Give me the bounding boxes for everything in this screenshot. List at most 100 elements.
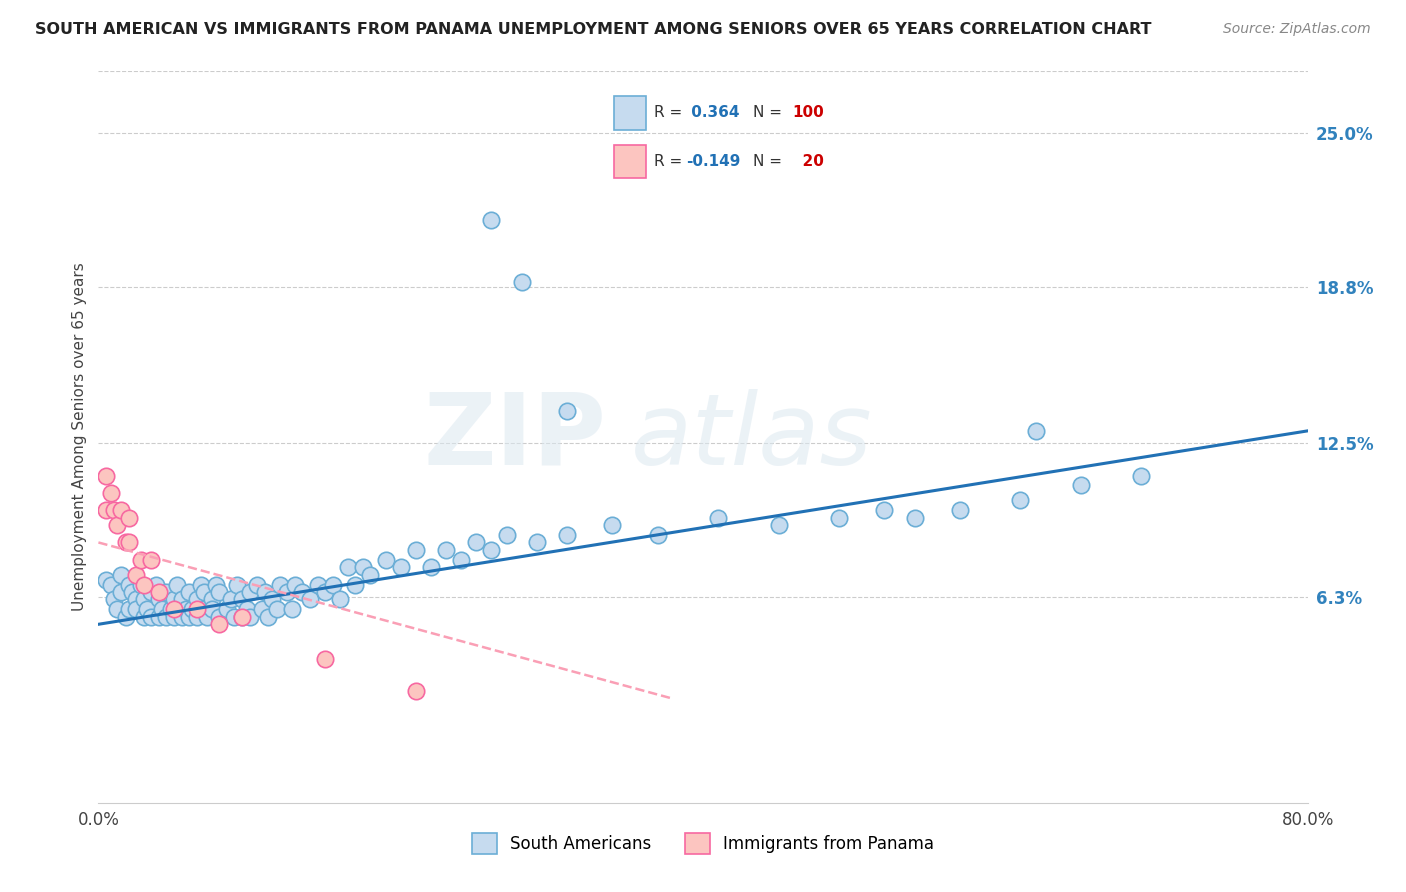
Point — [129, 577, 152, 591]
Point — [174, 602, 197, 616]
Point — [118, 602, 141, 616]
Point — [389, 560, 412, 574]
Point — [145, 577, 167, 591]
Point — [405, 542, 427, 557]
Point — [307, 577, 329, 591]
Point — [186, 610, 208, 624]
Point — [768, 518, 790, 533]
Point — [1024, 424, 1046, 438]
Point — [336, 560, 359, 574]
Point — [246, 577, 269, 591]
Point — [434, 542, 457, 557]
Point — [110, 567, 132, 582]
Point — [141, 585, 163, 599]
Point — [465, 535, 488, 549]
Text: SOUTH AMERICAN VS IMMIGRANTS FROM PANAMA UNEMPLOYMENT AMONG SENIORS OVER 65 YEAR: SOUTH AMERICAN VS IMMIGRANTS FROM PANAMA… — [35, 22, 1152, 37]
Point — [949, 503, 972, 517]
Point — [224, 610, 246, 624]
Point — [148, 585, 170, 599]
Point — [555, 404, 578, 418]
Point — [495, 528, 517, 542]
Text: Source: ZipAtlas.com: Source: ZipAtlas.com — [1223, 22, 1371, 37]
Point — [352, 560, 374, 574]
Point — [125, 592, 148, 607]
Point — [141, 610, 163, 624]
Point — [281, 602, 304, 616]
Point — [155, 610, 177, 624]
Point — [360, 567, 382, 582]
Point — [239, 585, 262, 599]
Point — [420, 560, 443, 574]
Point — [314, 585, 336, 599]
Point — [1130, 468, 1153, 483]
Point — [114, 610, 136, 624]
Point — [231, 610, 253, 624]
Point — [256, 610, 278, 624]
Point — [94, 573, 117, 587]
Point — [873, 503, 896, 517]
Point — [291, 585, 314, 599]
Point — [510, 275, 533, 289]
Point — [179, 610, 201, 624]
Point — [181, 602, 204, 616]
Point — [118, 535, 141, 549]
Point — [208, 617, 231, 632]
Point — [163, 592, 186, 607]
Point — [276, 585, 298, 599]
Point — [221, 592, 243, 607]
Point — [205, 577, 228, 591]
Point — [322, 577, 344, 591]
Point — [226, 577, 249, 591]
Text: ZIP: ZIP — [423, 389, 606, 485]
Point — [186, 592, 208, 607]
Point — [100, 486, 122, 500]
Point — [170, 610, 193, 624]
Point — [904, 510, 927, 524]
Point — [201, 592, 224, 607]
Point — [148, 592, 170, 607]
Point — [481, 213, 503, 227]
Point — [208, 585, 231, 599]
Point — [215, 602, 238, 616]
Point — [160, 602, 183, 616]
Point — [1070, 478, 1092, 492]
Point — [195, 610, 218, 624]
Point — [555, 528, 578, 542]
Y-axis label: Unemployment Among Seniors over 65 years: Unemployment Among Seniors over 65 years — [72, 263, 87, 611]
Point — [1010, 493, 1032, 508]
Point — [132, 577, 155, 591]
Point — [163, 610, 186, 624]
Point — [129, 553, 152, 567]
Point — [155, 585, 177, 599]
Point — [201, 602, 224, 616]
Point — [110, 585, 132, 599]
Point — [103, 503, 125, 517]
Point — [284, 577, 307, 591]
Point — [526, 535, 548, 549]
Point — [231, 610, 253, 624]
Point — [266, 602, 288, 616]
Point — [170, 592, 193, 607]
Point — [105, 602, 128, 616]
Point — [110, 503, 132, 517]
Point — [344, 577, 367, 591]
Point — [235, 602, 257, 616]
Point — [94, 468, 117, 483]
Point — [186, 602, 208, 616]
Point — [150, 602, 173, 616]
Point — [105, 518, 128, 533]
Point — [602, 518, 624, 533]
Point — [141, 553, 163, 567]
Legend: South Americans, Immigrants from Panama: South Americans, Immigrants from Panama — [465, 827, 941, 860]
Point — [125, 602, 148, 616]
Point — [179, 585, 201, 599]
Point — [231, 592, 253, 607]
Point — [100, 577, 122, 591]
Point — [132, 610, 155, 624]
Text: atlas: atlas — [630, 389, 872, 485]
Point — [132, 592, 155, 607]
Point — [329, 592, 352, 607]
Point — [114, 535, 136, 549]
Point — [314, 652, 336, 666]
Point — [208, 610, 231, 624]
